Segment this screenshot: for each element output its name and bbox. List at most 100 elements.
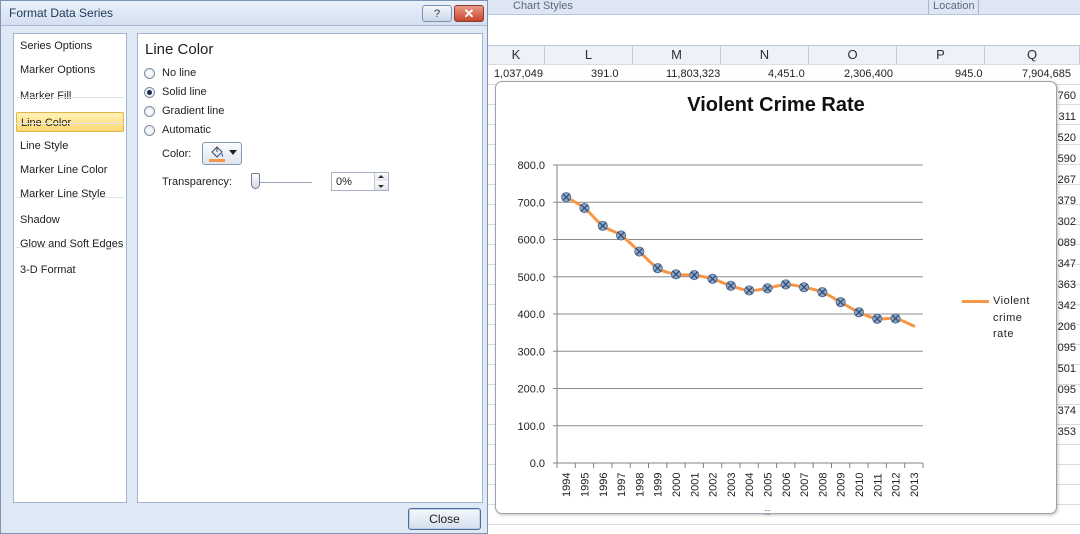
- data-point-marker[interactable]: [707, 273, 718, 284]
- column-header-q[interactable]: Q: [985, 46, 1080, 64]
- cell-m[interactable]: 11,803,323: [666, 68, 721, 80]
- paint-bucket-icon: [209, 146, 225, 162]
- data-point-marker[interactable]: [616, 230, 627, 241]
- nav-item-3-d-format[interactable]: 3-D Format: [20, 264, 76, 276]
- x-tick-label: 2006: [781, 473, 793, 497]
- data-point-marker[interactable]: [561, 192, 572, 203]
- cell-q-value[interactable]: 095: [1057, 342, 1076, 354]
- nav-item-marker-line-color[interactable]: Marker Line Color: [20, 164, 108, 176]
- x-tick-label: 2012: [891, 473, 903, 497]
- dialog-titlebar[interactable]: Format Data Series ? ✕: [1, 1, 487, 26]
- x-tick-label: 1998: [634, 473, 646, 497]
- column-header-k[interactable]: K: [488, 46, 545, 64]
- cell-q-value[interactable]: 311: [1058, 111, 1076, 123]
- nav-item-marker-line-style[interactable]: Marker Line Style: [20, 188, 106, 200]
- data-point-marker[interactable]: [670, 269, 681, 280]
- panel-heading: Line Color: [145, 41, 214, 58]
- y-tick-label: 500.0: [517, 272, 545, 284]
- plot-area[interactable]: 0.0 100.0 200.0 300.0 400.0 500.0 600.0 700.0 80…: [496, 82, 1056, 513]
- spin-up-icon[interactable]: [375, 173, 388, 181]
- cell-n[interactable]: 4,451.0: [768, 68, 805, 80]
- cell-q-value[interactable]: 267: [1057, 174, 1076, 186]
- cell-q-value[interactable]: 520: [1057, 132, 1076, 144]
- nav-item-glow-and-soft-edges[interactable]: Glow and Soft Edges: [20, 238, 124, 250]
- radio-automatic[interactable]: [144, 125, 155, 136]
- resize-handle[interactable]: ::::: [764, 507, 771, 517]
- data-point-marker[interactable]: [725, 280, 736, 291]
- cell-q-value[interactable]: 353: [1057, 426, 1076, 438]
- ribbon-separator: [928, 0, 929, 14]
- x-tick-label: 2002: [708, 473, 720, 497]
- color-swatch: [209, 159, 225, 162]
- cell-q-value[interactable]: 379: [1057, 195, 1076, 207]
- close-button[interactable]: Close: [408, 508, 481, 530]
- cell-q[interactable]: 7,904,685: [1022, 68, 1071, 80]
- color-picker-button[interactable]: [202, 142, 242, 165]
- transparency-label: Transparency:: [162, 176, 232, 188]
- x-tick-label: 2008: [817, 473, 829, 497]
- chart-area[interactable]: Violent Crime Rate 0.0 100.0 200.0 300.0 400…: [495, 81, 1057, 517]
- y-tick-label: 100.0: [517, 421, 545, 433]
- close-window-button[interactable]: ✕: [454, 5, 484, 22]
- cell-q-value[interactable]: 363: [1057, 279, 1076, 291]
- cell-q-value[interactable]: 590: [1057, 153, 1076, 165]
- nav-item-line-color[interactable]: Line Color: [16, 112, 124, 132]
- nav-item-series-options[interactable]: Series Options: [20, 40, 93, 52]
- nav-item-shadow[interactable]: Shadow: [20, 214, 60, 226]
- data-point-marker[interactable]: [890, 313, 901, 324]
- nav-separator: [16, 123, 124, 124]
- column-header-p[interactable]: P: [897, 46, 985, 64]
- transparency-spinner[interactable]: [374, 173, 388, 190]
- data-point-marker[interactable]: [634, 246, 645, 257]
- cell-q-value[interactable]: 347: [1057, 258, 1076, 270]
- help-button[interactable]: ?: [422, 5, 452, 22]
- cell-q-value[interactable]: 302: [1057, 216, 1076, 228]
- data-point-marker[interactable]: [689, 270, 700, 281]
- data-point-marker[interactable]: [744, 285, 755, 296]
- data-point-marker[interactable]: [872, 313, 883, 324]
- data-point-marker[interactable]: [579, 202, 590, 214]
- cell-k[interactable]: 1,037,049: [494, 68, 543, 80]
- cell-q-value[interactable]: 760: [1057, 90, 1076, 102]
- spin-down-icon[interactable]: [375, 182, 388, 190]
- transparency-value: 0%: [336, 176, 352, 188]
- data-point-marker[interactable]: [780, 279, 791, 290]
- column-header-l[interactable]: L: [545, 46, 633, 64]
- x-tick-label: 2005: [762, 473, 774, 497]
- cell-o[interactable]: 2,306,400: [844, 68, 893, 80]
- radio-no-line[interactable]: [144, 68, 155, 79]
- x-tick-label: 2010: [854, 473, 866, 497]
- nav-item-marker-fill[interactable]: Marker Fill: [20, 90, 72, 102]
- color-label: Color:: [162, 148, 192, 160]
- data-point-marker[interactable]: [762, 283, 773, 294]
- column-header-o[interactable]: O: [809, 46, 897, 64]
- nav-item-marker-options[interactable]: Marker Options: [20, 64, 96, 76]
- x-tick-label: 1997: [616, 473, 628, 497]
- cell-q-value[interactable]: 089: [1057, 237, 1076, 249]
- nav-item-line-style[interactable]: Line Style: [20, 140, 69, 152]
- data-point-marker[interactable]: [853, 307, 865, 318]
- radio-solid-line[interactable]: [144, 87, 155, 98]
- column-header-m[interactable]: M: [633, 46, 721, 64]
- data-point-marker[interactable]: [835, 297, 846, 308]
- cell-q-value[interactable]: 342: [1057, 300, 1076, 312]
- cell-q-value[interactable]: 095: [1057, 384, 1076, 396]
- y-tick-label: 200.0: [517, 384, 545, 396]
- cell-p[interactable]: 945.0: [955, 68, 983, 80]
- column-header-n[interactable]: N: [721, 46, 809, 64]
- nav-separator: [16, 197, 124, 198]
- transparency-slider-thumb[interactable]: [251, 173, 260, 189]
- transparency-input[interactable]: 0%: [331, 172, 389, 191]
- cell-q-value[interactable]: 206: [1057, 321, 1076, 333]
- transparency-slider-track[interactable]: [254, 182, 312, 183]
- cell-q-value[interactable]: 374: [1057, 405, 1076, 417]
- data-point-marker[interactable]: [652, 263, 663, 274]
- data-point-marker[interactable]: [597, 220, 608, 231]
- chart-title[interactable]: Violent Crime Rate: [687, 94, 865, 116]
- radio-gradient-line[interactable]: [144, 106, 155, 117]
- data-point-marker[interactable]: [817, 287, 828, 298]
- data-point-marker[interactable]: [798, 282, 810, 293]
- cell-l[interactable]: 391.0: [591, 68, 619, 80]
- ribbon-group-location: Location: [933, 0, 975, 12]
- cell-q-value[interactable]: 501: [1057, 363, 1076, 375]
